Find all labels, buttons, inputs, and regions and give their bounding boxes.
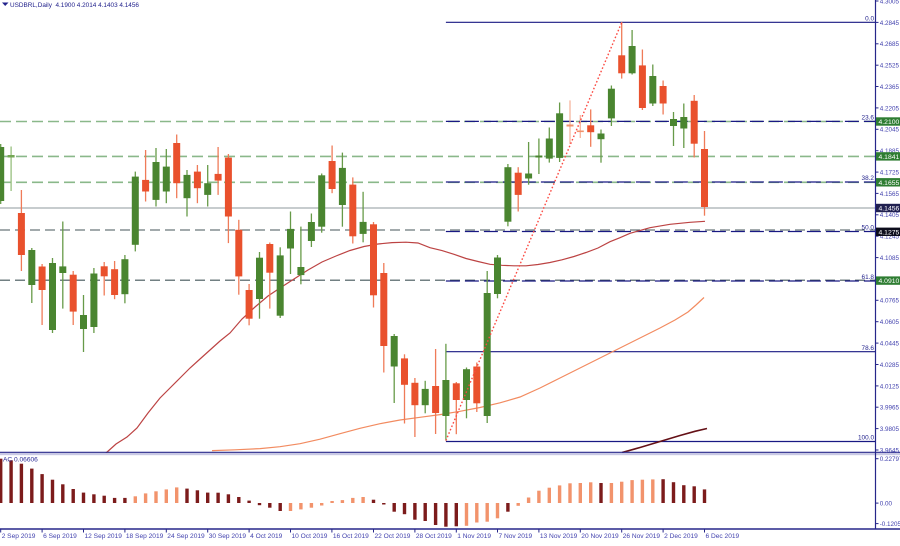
svg-text:4.2685: 4.2685 [880, 41, 900, 48]
svg-text:26 Nov 2019: 26 Nov 2019 [623, 533, 661, 540]
svg-text:4.3005: 4.3005 [880, 0, 900, 5]
svg-text:4.0765: 4.0765 [880, 298, 900, 305]
svg-text:4.1456: 4.1456 [879, 206, 900, 213]
svg-text:4.1245: 4.1245 [880, 234, 900, 241]
svg-text:12 Sep 2019: 12 Sep 2019 [85, 533, 123, 540]
svg-text:4.1655: 4.1655 [879, 180, 900, 187]
svg-text:3.9805: 3.9805 [880, 426, 900, 433]
svg-text:4.0285: 4.0285 [880, 362, 900, 369]
svg-text:23.6: 23.6 [862, 115, 875, 122]
svg-text:38.2: 38.2 [862, 175, 875, 182]
svg-text:4.0445: 4.0445 [880, 341, 900, 348]
svg-text:0.0: 0.0 [865, 16, 874, 23]
svg-text:-0.12058: -0.12058 [880, 521, 900, 528]
svg-text:4.2100: 4.2100 [879, 119, 900, 126]
svg-text:4.1725: 4.1725 [880, 170, 900, 177]
svg-text:0.22797: 0.22797 [880, 456, 900, 463]
svg-text:13 Nov 2019: 13 Nov 2019 [540, 533, 578, 540]
svg-text:4.1885: 4.1885 [880, 148, 900, 155]
svg-text:30 Sep 2019: 30 Sep 2019 [209, 533, 247, 540]
svg-text:1 Nov 2019: 1 Nov 2019 [457, 533, 491, 540]
svg-text:4.0125: 4.0125 [880, 383, 900, 390]
svg-text:3.9965: 3.9965 [880, 405, 900, 412]
svg-text:3.9645: 3.9645 [880, 447, 900, 454]
svg-text:0.00: 0.00 [880, 501, 893, 508]
svg-text:61.8: 61.8 [862, 274, 875, 281]
svg-text:20 Nov 2019: 20 Nov 2019 [581, 533, 619, 540]
svg-text:6 Sep 2019: 6 Sep 2019 [43, 533, 77, 540]
svg-text:AC 0.06606: AC 0.06606 [3, 457, 38, 464]
svg-text:4.2205: 4.2205 [880, 105, 900, 112]
svg-text:2 Sep 2019: 2 Sep 2019 [2, 533, 36, 540]
svg-text:18 Sep 2019: 18 Sep 2019 [126, 533, 164, 540]
svg-text:100.0: 100.0 [858, 435, 874, 442]
svg-text:4.1841: 4.1841 [879, 154, 900, 161]
svg-text:4.0910: 4.0910 [879, 278, 900, 285]
svg-text:4 Oct 2019: 4 Oct 2019 [250, 533, 283, 540]
svg-text:6 Dec 2019: 6 Dec 2019 [706, 533, 740, 540]
svg-text:2 Dec 2019: 2 Dec 2019 [664, 533, 698, 540]
svg-text:4.1405: 4.1405 [880, 212, 900, 219]
svg-text:4.1275: 4.1275 [879, 229, 900, 236]
svg-text:24 Sep 2019: 24 Sep 2019 [167, 533, 205, 540]
svg-text:4.1565: 4.1565 [880, 191, 900, 198]
svg-text:4.1085: 4.1085 [880, 255, 900, 262]
svg-text:10 Oct 2019: 10 Oct 2019 [292, 533, 328, 540]
svg-text:16 Oct 2019: 16 Oct 2019 [333, 533, 369, 540]
svg-text:USDBRL,Daily 4.1900 4.2014 4.: USDBRL,Daily 4.1900 4.2014 4.1403 4.1456 [10, 2, 139, 9]
svg-text:28 Oct 2019: 28 Oct 2019 [416, 533, 452, 540]
svg-text:4.2845: 4.2845 [880, 20, 900, 27]
svg-text:4.0605: 4.0605 [880, 319, 900, 326]
svg-text:22 Oct 2019: 22 Oct 2019 [375, 533, 411, 540]
svg-text:4.2525: 4.2525 [880, 63, 900, 70]
svg-text:78.6: 78.6 [862, 345, 875, 352]
svg-text:4.2365: 4.2365 [880, 84, 900, 91]
svg-text:50.0: 50.0 [862, 225, 875, 232]
svg-text:7 Nov 2019: 7 Nov 2019 [499, 533, 533, 540]
svg-text:4.2045: 4.2045 [880, 127, 900, 134]
